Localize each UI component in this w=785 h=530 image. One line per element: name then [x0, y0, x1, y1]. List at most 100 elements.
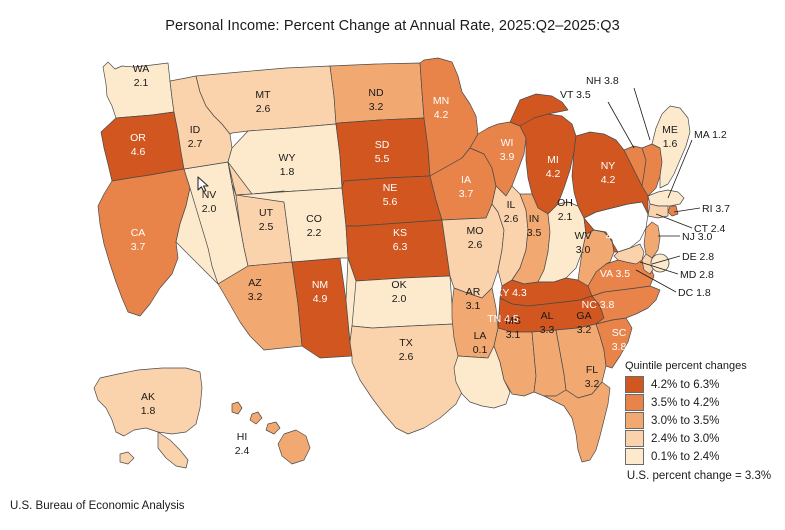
value-CO: 2.2 — [307, 227, 322, 239]
legend-swatch-3 — [625, 430, 644, 447]
label-ME: ME — [662, 124, 678, 136]
dc-marker-circle[interactable] — [650, 253, 670, 273]
state-labels: WA 2.1 OR 4.6 CA 3.7 NV 2.0 ID 2.7 MT 2.… — [130, 63, 678, 457]
value-AL: 3.3 — [540, 324, 555, 336]
label-ND: ND — [368, 87, 384, 99]
label-OK: OK — [391, 279, 406, 291]
leader-MA — [667, 139, 693, 199]
label-NE: NE — [383, 182, 398, 194]
state-NY[interactable] — [571, 131, 649, 219]
callout-RI: RI 3.7 — [702, 203, 730, 215]
value-AZ: 3.2 — [248, 291, 263, 303]
label-NM: NM — [312, 279, 328, 291]
label-GA: GA — [576, 310, 591, 322]
legend-row-4[interactable]: 0.1% to 2.4% — [619, 448, 779, 465]
legend-row-0[interactable]: 4.2% to 6.3% — [619, 376, 779, 393]
label-IN: IN — [529, 213, 540, 225]
value-MO: 2.6 — [468, 239, 483, 251]
label-MS: MS — [505, 315, 521, 327]
label-TX: TX — [399, 337, 412, 349]
value-GA: 3.2 — [577, 324, 592, 336]
value-MT: 2.6 — [256, 103, 271, 115]
value-UT: 2.5 — [259, 221, 274, 233]
value-CA: 3.7 — [131, 241, 146, 253]
leader-VT — [607, 101, 635, 149]
state-TX[interactable] — [349, 323, 467, 435]
value-NV: 2.0 — [202, 203, 217, 215]
leader-CT — [655, 213, 693, 229]
callout-MA: MA 1.2 — [694, 129, 727, 141]
state-group-plains — [329, 62, 467, 435]
leader-NH — [633, 87, 651, 141]
state-CT[interactable] — [647, 203, 669, 219]
state-AK[interactable] — [93, 367, 203, 469]
label-FL: FL — [586, 364, 598, 376]
label-CO: CO — [306, 213, 322, 225]
state-NJ[interactable] — [643, 221, 661, 259]
label-MO: MO — [467, 225, 484, 237]
callout-NH: NH 3.8 — [586, 75, 619, 87]
legend-swatch-4 — [625, 448, 644, 465]
legend-label-4: 0.1% to 2.4% — [651, 450, 720, 463]
label-NY: NY — [601, 160, 616, 172]
label-NV: NV — [202, 189, 217, 201]
state-WI[interactable] — [469, 121, 527, 197]
label-MN: MN — [433, 95, 449, 107]
label-CA: CA — [131, 227, 146, 239]
value-PA: 4.7 — [606, 230, 621, 242]
label-KS: KS — [393, 227, 407, 239]
value-WV: 3.0 — [576, 244, 591, 256]
value-SD: 5.5 — [375, 153, 390, 165]
label-IA: IA — [461, 174, 471, 186]
legend-row-3[interactable]: 2.4% to 3.0% — [619, 430, 779, 447]
label-SC: SC — [612, 327, 627, 339]
leader-DC — [635, 269, 677, 293]
legend-row-1[interactable]: 3.5% to 4.2% — [619, 394, 779, 411]
state-group-northeast — [571, 105, 691, 275]
value-MN: 4.2 — [434, 109, 449, 121]
value-AK: 1.8 — [141, 405, 156, 417]
label-AL: AL — [541, 310, 554, 322]
label-HI: HI — [237, 431, 248, 443]
label-AK: AK — [141, 391, 155, 403]
value-OR: 4.6 — [131, 146, 146, 158]
us-choropleth-map: WA 2.1 OR 4.6 CA 3.7 NV 2.0 ID 2.7 MT 2.… — [93, 57, 730, 469]
callout-VT: VT 3.5 — [560, 89, 591, 101]
label-WI: WI — [501, 137, 514, 149]
legend-footer: U.S. percent change = 3.3% — [626, 470, 772, 482]
value-IN: 3.5 — [527, 227, 542, 239]
state-HI[interactable] — [231, 401, 311, 465]
state-MD[interactable] — [613, 243, 645, 265]
label-VA-inline: VA 3.5 — [600, 268, 630, 280]
legend-label-2: 3.0% to 3.5% — [651, 414, 720, 427]
callout-DC: DC 1.8 — [678, 287, 711, 299]
state-NH[interactable] — [641, 143, 663, 197]
label-MI: MI — [547, 154, 559, 166]
state-MA[interactable] — [647, 189, 685, 207]
state-ME[interactable] — [651, 105, 691, 189]
legend-label-0: 4.2% to 6.3% — [651, 378, 720, 391]
value-OK: 2.0 — [392, 293, 407, 305]
leader-RI — [673, 207, 701, 213]
value-MS: 3.1 — [506, 329, 521, 341]
state-FL[interactable] — [543, 381, 611, 463]
value-MI: 4.2 — [546, 168, 561, 180]
legend-row-2[interactable]: 3.0% to 3.5% — [619, 412, 779, 429]
value-KS: 6.3 — [393, 241, 408, 253]
label-AZ: AZ — [248, 277, 262, 289]
label-WA: WA — [133, 63, 150, 75]
state-group-midwest — [419, 57, 587, 409]
state-group-south — [493, 229, 661, 463]
state-group-ak-hi — [93, 367, 311, 469]
legend-swatch-0 — [625, 376, 644, 393]
label-OH: OH — [557, 197, 573, 209]
state-MN[interactable] — [419, 57, 479, 177]
state-RI[interactable] — [667, 205, 679, 217]
label-MT: MT — [255, 89, 271, 101]
legend-swatch-2 — [625, 412, 644, 429]
state-OH[interactable] — [537, 201, 587, 283]
mouse-cursor-icon — [197, 176, 209, 193]
state-MI[interactable] — [509, 93, 577, 215]
callout-MD: MD 2.8 — [680, 269, 714, 281]
value-NY: 4.2 — [601, 174, 616, 186]
